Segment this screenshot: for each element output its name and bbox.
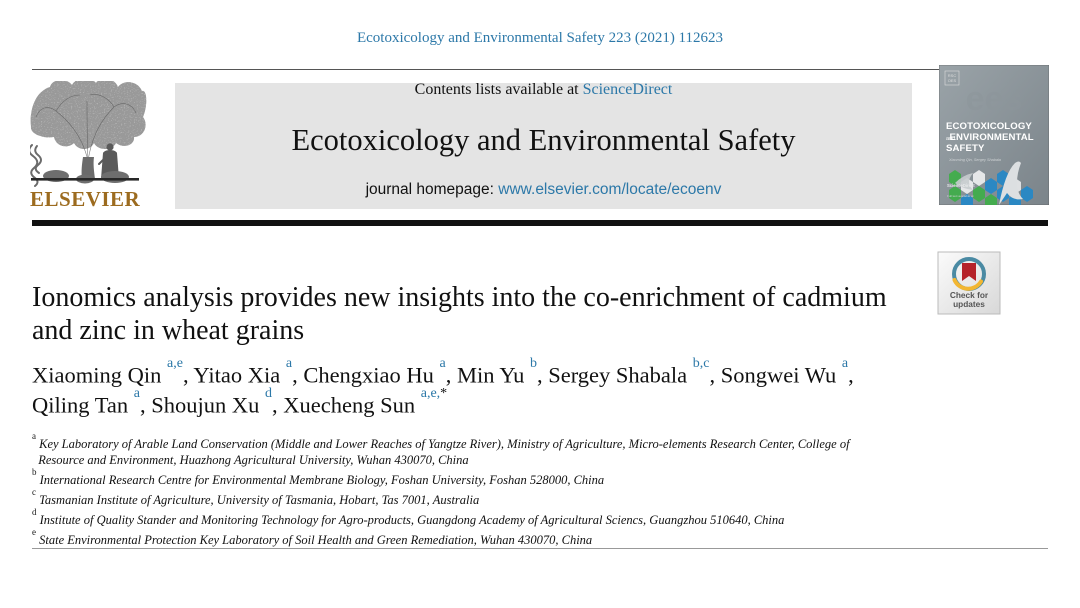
svg-text:ECOTOXICOLOGY: ECOTOXICOLOGY [946,121,1032,132]
svg-text:OES: OES [948,78,957,83]
svg-text:Xiaoming Qin, Sergey Shabala: Xiaoming Qin, Sergey Shabala [948,158,1001,162]
svg-text:and: and [946,136,955,142]
svg-text:ENVIRONMENTAL: ENVIRONMENTAL [950,132,1034,143]
svg-text:ScienceDirect: ScienceDirect [947,183,975,188]
svg-text:ees: ees [966,80,1023,118]
svg-text:Full text available at: Full text available at [947,194,974,198]
svg-text:updates: updates [953,299,985,309]
svg-text:SAFETY: SAFETY [946,143,985,154]
